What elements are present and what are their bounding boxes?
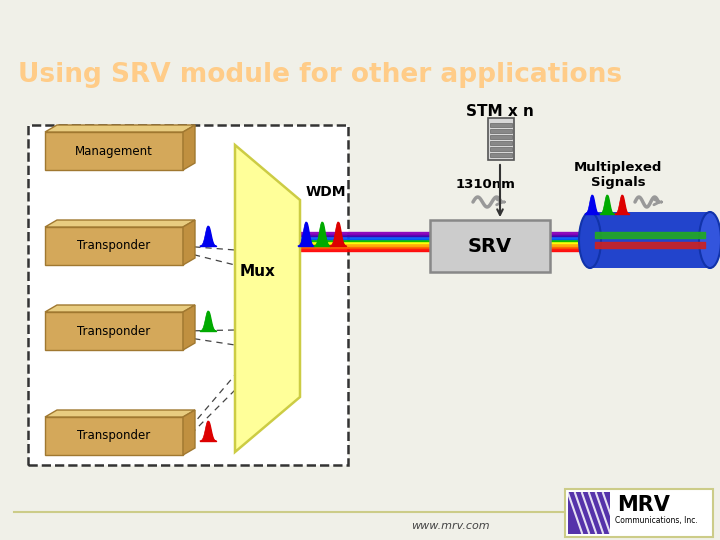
Text: www.mrv.com: www.mrv.com [410, 521, 490, 531]
Ellipse shape [699, 212, 720, 268]
Text: SRV: SRV [468, 237, 512, 255]
Polygon shape [183, 305, 195, 350]
Bar [565, 489, 713, 537]
Polygon shape [183, 410, 195, 455]
FancyBboxPatch shape [488, 118, 514, 160]
Text: 1310nm: 1310nm [456, 179, 516, 192]
Polygon shape [45, 305, 195, 312]
Bar [45, 132, 183, 170]
Bar [490, 153, 512, 157]
Bar [45, 417, 183, 455]
Text: Multiplexed
Signals: Multiplexed Signals [574, 161, 662, 189]
Text: Transponder: Transponder [77, 429, 150, 442]
Text: Transponder: Transponder [77, 240, 150, 253]
Polygon shape [183, 220, 195, 265]
Bar [490, 135, 512, 139]
Bar [490, 129, 512, 133]
Polygon shape [235, 145, 300, 452]
Bar [568, 492, 610, 534]
Polygon shape [183, 125, 195, 170]
FancyBboxPatch shape [430, 220, 550, 272]
Text: Management: Management [75, 145, 153, 158]
Text: Mux: Mux [240, 265, 276, 280]
Text: Using SRV module for other applications: Using SRV module for other applications [18, 62, 622, 88]
Ellipse shape [579, 212, 601, 268]
Text: Transponder: Transponder [77, 325, 150, 338]
Bar [490, 123, 512, 127]
Text: MRV: MRV [617, 495, 670, 515]
Polygon shape [45, 410, 195, 417]
Polygon shape [45, 220, 195, 227]
Text: Communications, Inc.: Communications, Inc. [615, 516, 698, 525]
Polygon shape [45, 125, 195, 132]
Bar [45, 312, 183, 350]
Text: WDM: WDM [306, 185, 346, 199]
Text: STM x n: STM x n [466, 105, 534, 119]
Bar [590, 212, 710, 268]
Bar [28, 125, 348, 465]
Bar [490, 141, 512, 145]
Bar [490, 147, 512, 151]
Bar [45, 227, 183, 265]
